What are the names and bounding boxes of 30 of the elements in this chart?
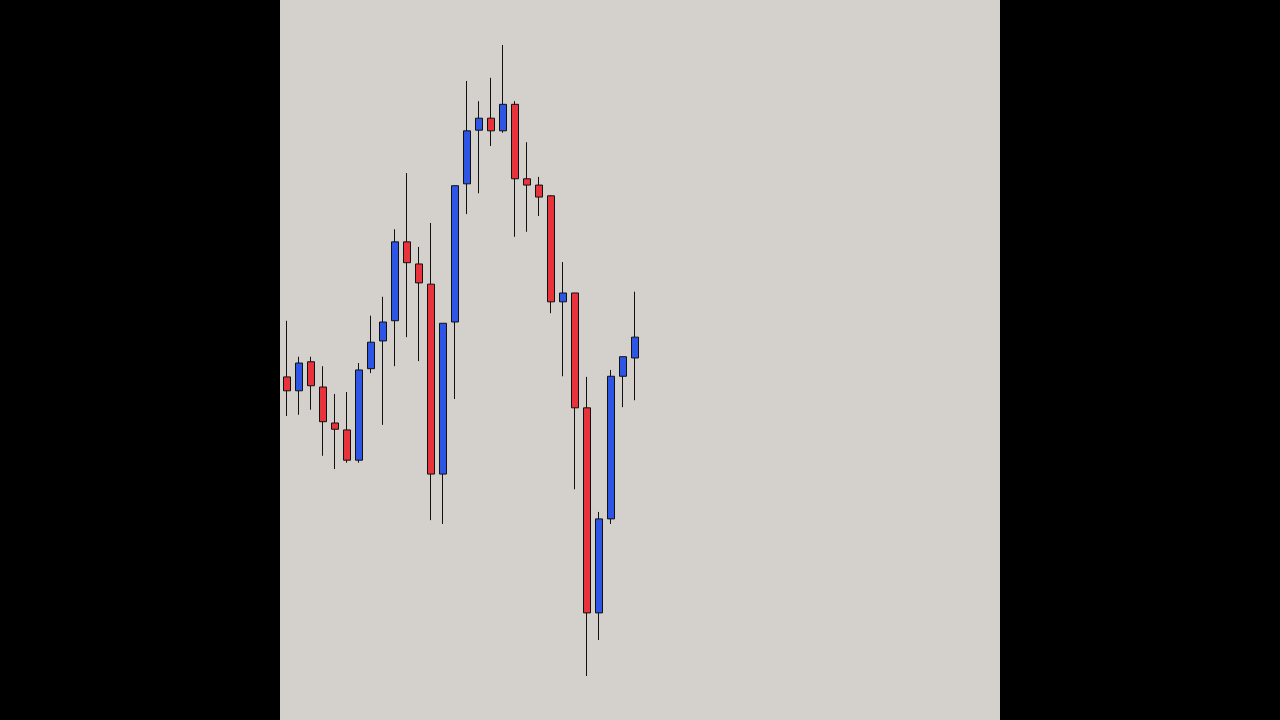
candlestick xyxy=(319,365,327,457)
candlestick xyxy=(607,369,615,525)
candlestick xyxy=(331,393,339,470)
candlestick xyxy=(343,391,351,464)
candlestick xyxy=(451,185,459,400)
candlestick xyxy=(583,376,591,677)
candlestick xyxy=(355,362,363,464)
candlestick xyxy=(379,296,387,426)
candlestick xyxy=(283,320,291,417)
candlestick xyxy=(463,80,471,215)
candlestick xyxy=(523,141,531,233)
candlestick xyxy=(559,261,567,377)
candlestick xyxy=(487,77,495,147)
candlestick xyxy=(391,228,399,367)
candlestick xyxy=(571,292,579,490)
candlestick xyxy=(403,172,411,338)
candlestick xyxy=(367,315,375,374)
candlestick xyxy=(439,322,447,525)
candlestick xyxy=(595,511,603,641)
candlestick xyxy=(619,356,627,408)
candlestick xyxy=(427,222,435,521)
candlestick xyxy=(295,356,303,416)
candlestick xyxy=(415,246,423,362)
candlestick xyxy=(631,291,639,401)
candlestick xyxy=(535,176,543,217)
candlestick xyxy=(475,100,483,194)
candlestick xyxy=(499,44,507,134)
candlestick xyxy=(307,356,315,411)
candlestick xyxy=(547,194,555,314)
candlestick xyxy=(511,100,519,238)
